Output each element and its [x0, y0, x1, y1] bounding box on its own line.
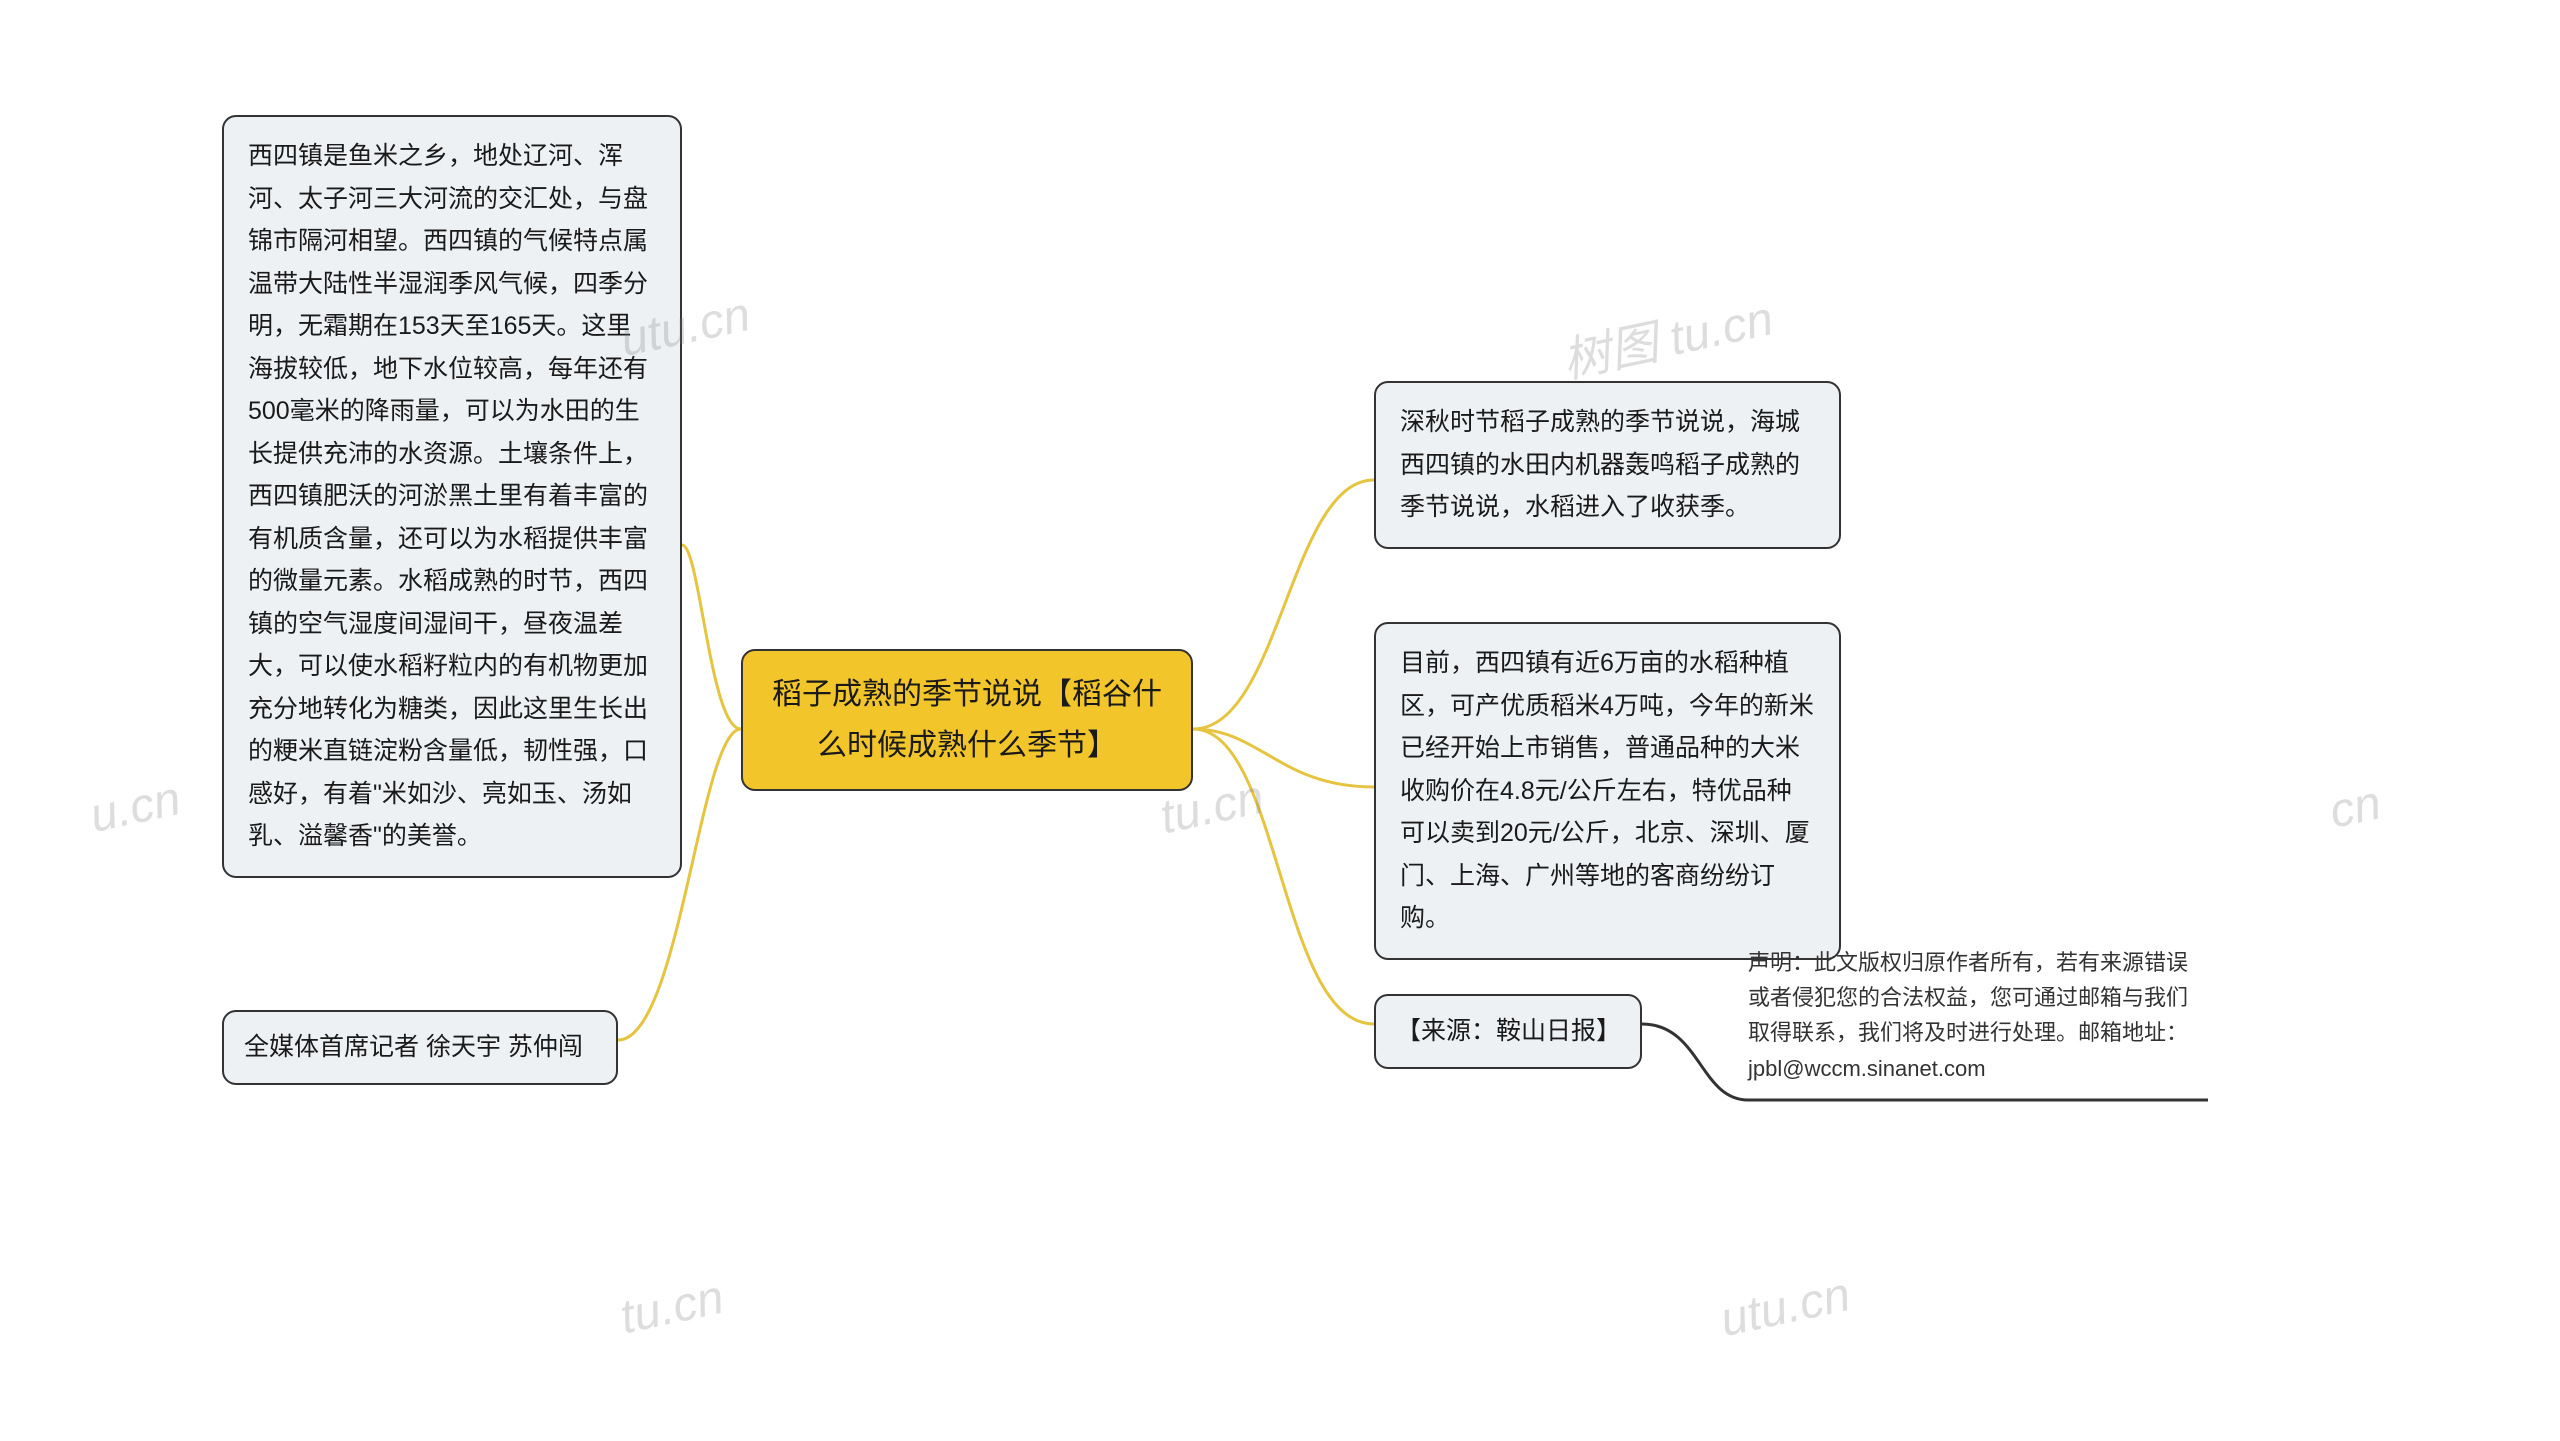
- watermark: utu.cn: [1716, 1267, 1855, 1348]
- watermark: u.cn: [85, 771, 185, 844]
- right-node-1-text: 深秋时节稻子成熟的季节说说，海城西四镇的水田内机器轰鸣稻子成熟的季节说说，水稻进…: [1400, 408, 1800, 521]
- watermark: 树图 tu.cn: [1555, 279, 1778, 392]
- right-node-market[interactable]: 目前，西四镇有近6万亩的水稻种植区，可产优质稻米4万吨，今年的新米已经开始上市销…: [1374, 622, 1841, 960]
- left-node-2-text: 全媒体首席记者 徐天宇 苏仲闯: [244, 1033, 583, 1061]
- left-node-1-text: 西四镇是鱼米之乡，地处辽河、浑河、太子河三大河流的交汇处，与盘锦市隔河相望。西四…: [248, 142, 648, 850]
- mindmap-canvas: 稻子成熟的季节说说【稻谷什么时候成熟什么季节】 西四镇是鱼米之乡，地处辽河、浑河…: [0, 0, 2560, 1441]
- right-node-3-child-text: 声明：此文版权归原作者所有，若有来源错误或者侵犯您的合法权益，您可通过邮箱与我们…: [1748, 950, 2188, 1081]
- right-node-autumn[interactable]: 深秋时节稻子成熟的季节说说，海城西四镇的水田内机器轰鸣稻子成熟的季节说说，水稻进…: [1374, 381, 1841, 549]
- center-node-text: 稻子成熟的季节说说【稻谷什么时候成熟什么季节】: [772, 678, 1162, 762]
- right-node-2-text: 目前，西四镇有近6万亩的水稻种植区，可产优质稻米4万吨，今年的新米已经开始上市销…: [1400, 649, 1814, 932]
- left-node-reporter[interactable]: 全媒体首席记者 徐天宇 苏仲闯: [222, 1010, 618, 1085]
- right-node-3-text: 【来源：鞍山日报】: [1396, 1017, 1621, 1045]
- right-node-disclaimer[interactable]: 声明：此文版权归原作者所有，若有来源错误或者侵犯您的合法权益，您可通过邮箱与我们…: [1748, 945, 2208, 1086]
- right-node-source[interactable]: 【来源：鞍山日报】: [1374, 994, 1642, 1069]
- watermark: tu.cn: [615, 1270, 728, 1345]
- left-node-description[interactable]: 西四镇是鱼米之乡，地处辽河、浑河、太子河三大河流的交汇处，与盘锦市隔河相望。西四…: [222, 115, 682, 878]
- center-node[interactable]: 稻子成熟的季节说说【稻谷什么时候成熟什么季节】: [741, 649, 1193, 791]
- watermark: cn: [2325, 775, 2386, 839]
